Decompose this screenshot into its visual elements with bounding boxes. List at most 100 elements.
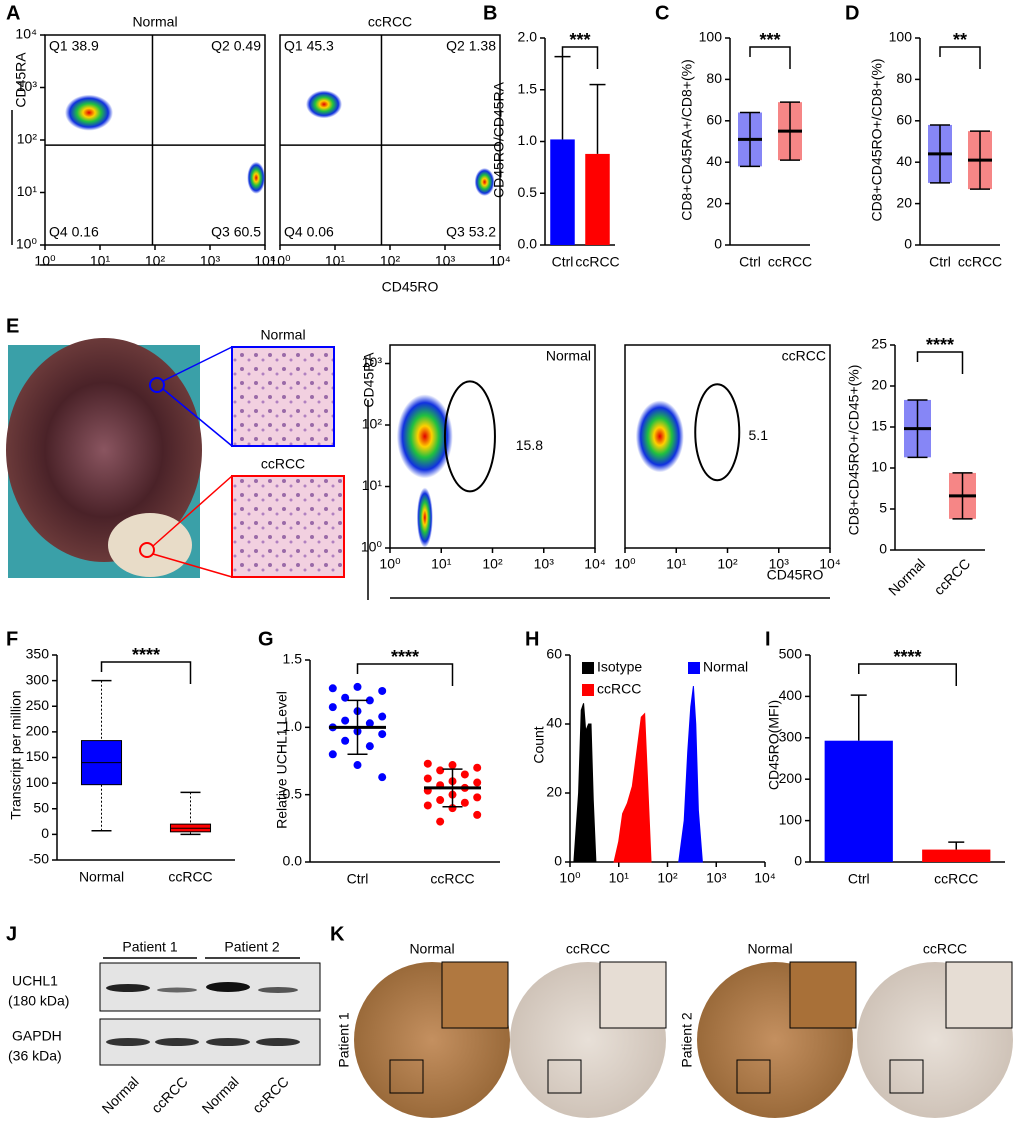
significance-bracket xyxy=(100,661,192,684)
x-tick-label: ccRCC xyxy=(430,871,474,887)
significance-label: **** xyxy=(132,645,160,665)
y-axis-label: CD8+CD45RO+/CD45+(%) xyxy=(846,365,862,536)
panel-label: C xyxy=(655,2,669,24)
gate-label: 5.1 xyxy=(749,427,769,443)
x-tick-label: ccRCC xyxy=(958,254,1002,270)
data-point xyxy=(473,793,482,802)
significance-label: ** xyxy=(953,30,967,50)
histogram-curve xyxy=(573,703,597,863)
tumor xyxy=(108,513,192,577)
quadrant-label: Q4 0.16 xyxy=(49,224,99,240)
y-tick-label: 100 xyxy=(779,811,803,827)
data-point xyxy=(378,730,387,739)
x-tick-label: 10⁰ xyxy=(614,556,636,572)
band xyxy=(106,1038,150,1046)
gate xyxy=(694,383,741,482)
panel-label: H xyxy=(525,628,539,650)
x-tick-label: 10² xyxy=(482,556,503,572)
y-axis-label: Relative UCHL1 Level xyxy=(274,691,290,829)
data-point xyxy=(460,770,469,779)
x-tick-label: 10³ xyxy=(769,556,790,572)
gate-label: 15.8 xyxy=(516,437,543,453)
y-tick-label: 60 xyxy=(706,112,722,128)
row-label: UCHL1 xyxy=(12,973,58,989)
panel-label: G xyxy=(258,628,274,650)
x-tick-label: 10⁴ xyxy=(584,556,606,572)
quadrant-label: Q4 0.06 xyxy=(284,224,334,240)
data-point xyxy=(341,736,350,745)
density-cloud xyxy=(474,168,495,196)
bar xyxy=(922,849,991,862)
x-tick-label: 10¹ xyxy=(431,556,452,572)
plot-title: Normal xyxy=(132,14,177,30)
y-axis-label: CD45RA xyxy=(13,52,29,108)
y-tick-label: 20 xyxy=(871,377,887,393)
x-tick-label: 10⁴ xyxy=(754,870,776,886)
column-label: ccRCC xyxy=(566,941,610,957)
y-tick-label: 60 xyxy=(546,646,562,662)
y-tick-label: 10² xyxy=(17,131,38,147)
x-tick-label: 10¹ xyxy=(666,556,687,572)
zoom-inset xyxy=(441,961,509,1029)
data-point xyxy=(473,778,482,787)
significance-label: **** xyxy=(893,647,921,667)
x-tick-label: ccRCC xyxy=(768,254,812,270)
patient-label: Patient 1 xyxy=(336,1012,352,1067)
y-tick-label: 20 xyxy=(896,194,912,210)
data-point xyxy=(473,810,482,819)
quadrant-label: Q3 60.5 xyxy=(211,224,261,240)
panel-label: A xyxy=(6,2,20,24)
y-tick-label: 20 xyxy=(706,194,722,210)
he-inset xyxy=(231,346,335,447)
panel-labels: A B C D E F G H I J K xyxy=(6,2,859,945)
x-tick-label: Normal xyxy=(79,869,124,885)
y-tick-label: 80 xyxy=(896,70,912,86)
y-tick-label: 1.0 xyxy=(283,718,303,734)
density-cloud xyxy=(306,90,342,119)
y-tick-label: 0 xyxy=(41,825,49,841)
row-label: (36 kDa) xyxy=(8,1048,62,1064)
x-tick-label: ccRCC xyxy=(168,869,212,885)
x-tick-label: ccRCC xyxy=(575,254,619,270)
lane-label: Normal xyxy=(199,1073,242,1116)
panel-label: B xyxy=(483,2,497,24)
y-tick-label: 20 xyxy=(546,784,562,800)
histology: Normal ccRCC xyxy=(6,327,345,578)
roi-box xyxy=(889,1059,924,1094)
x-tick-label: 10⁰ xyxy=(559,870,581,886)
plot-title: Normal xyxy=(546,348,591,364)
x-tick-label: 10⁰ xyxy=(379,556,401,572)
connector xyxy=(162,388,233,447)
patient-label: Patient 2 xyxy=(679,1012,695,1067)
y-tick-label: 150 xyxy=(26,748,50,764)
x-tick-label: 10⁰ xyxy=(269,253,291,269)
y-tick-label: 0.5 xyxy=(518,184,538,200)
roi xyxy=(149,377,165,393)
y-tick-label: 100 xyxy=(699,29,723,45)
band xyxy=(157,987,197,993)
zoom-inset xyxy=(945,961,1013,1029)
y-tick-label: 0 xyxy=(554,853,562,869)
plot-frame xyxy=(44,34,266,246)
significance-bracket xyxy=(561,46,599,69)
panel-label: I xyxy=(765,628,771,650)
panel-label: E xyxy=(6,315,19,337)
y-tick-label: 200 xyxy=(26,723,50,739)
y-tick-label: 1.0 xyxy=(518,132,538,148)
lane-label: Normal xyxy=(99,1073,142,1116)
quadrant-label: Q1 38.9 xyxy=(49,38,99,54)
data-point xyxy=(448,761,457,770)
data-point xyxy=(423,759,432,768)
x-tick-label: Ctrl xyxy=(929,254,951,270)
quadrant-label: Q2 1.38 xyxy=(446,38,496,54)
y-tick-label: 0 xyxy=(714,236,722,252)
y-tick-label: 50 xyxy=(33,799,49,815)
x-tick-label: 10² xyxy=(145,253,166,269)
y-tick-label: 350 xyxy=(26,646,50,662)
band xyxy=(155,1038,199,1046)
y-tick-label: 40 xyxy=(896,153,912,169)
y-tick-label: 0.5 xyxy=(283,785,303,801)
y-tick-label: 0 xyxy=(904,236,912,252)
y-tick-label: 250 xyxy=(26,697,50,713)
y-tick-label: 100 xyxy=(26,774,50,790)
